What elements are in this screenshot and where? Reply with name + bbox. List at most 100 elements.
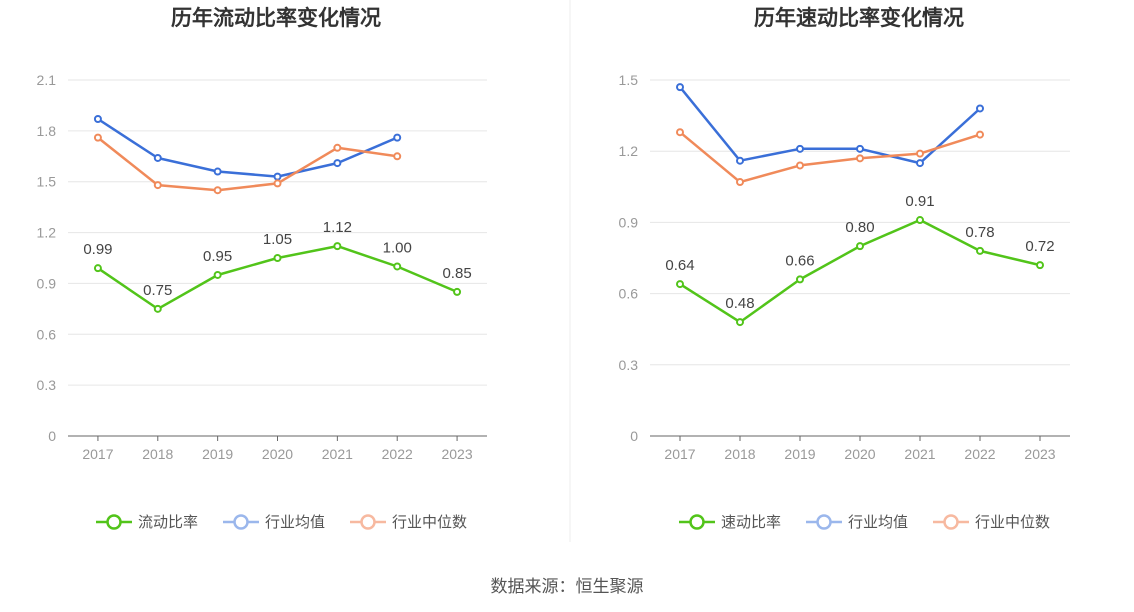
data-label: 1.00 — [383, 239, 412, 256]
data-point — [213, 167, 222, 176]
data-label: 0.80 — [845, 219, 874, 236]
x-tick-label: 2021 — [904, 446, 935, 462]
data-point — [273, 172, 282, 181]
data-point — [796, 161, 804, 170]
legend-label: 流动比率 — [138, 513, 198, 531]
data-label: 0.66 — [785, 252, 814, 269]
data-point — [856, 144, 864, 153]
x-tick-label: 2023 — [1024, 446, 1055, 462]
x-tick-label: 2018 — [142, 446, 173, 462]
data-point — [796, 144, 804, 153]
data-point — [153, 304, 162, 313]
data-point — [796, 275, 804, 284]
y-tick-label: 0 — [48, 428, 56, 444]
y-tick-label: 0 — [630, 428, 638, 444]
data-point — [453, 287, 462, 296]
y-tick-label: 1.2 — [619, 143, 639, 159]
series-line — [97, 117, 398, 178]
y-tick-label: 0.9 — [619, 214, 639, 230]
data-point — [976, 104, 984, 113]
data-label: 0.48 — [725, 295, 754, 312]
data-point — [916, 159, 924, 168]
data-label: 0.95 — [203, 248, 232, 265]
legend-label: 行业均值 — [848, 513, 908, 531]
series-line — [679, 86, 981, 165]
legend-label: 行业中位数 — [975, 513, 1050, 531]
data-point — [153, 153, 162, 162]
x-tick-label: 2020 — [844, 446, 875, 462]
legend-swatch-marker — [689, 514, 705, 530]
y-tick-label: 2.1 — [37, 72, 57, 88]
data-point — [676, 280, 684, 289]
data-label: 0.72 — [1025, 238, 1054, 255]
chart-title: 历年速动比率变化情况 — [754, 6, 964, 30]
x-tick-label: 2022 — [964, 446, 995, 462]
data-point — [676, 83, 684, 92]
data-label: 1.12 — [323, 219, 352, 236]
data-point — [393, 152, 402, 161]
data-source-note: 数据来源：恒生聚源 — [491, 577, 644, 597]
data-point — [273, 179, 282, 188]
legend-swatch-marker — [943, 514, 959, 530]
data-label: 0.78 — [965, 224, 994, 241]
y-tick-label: 0.6 — [37, 326, 57, 342]
y-tick-label: 1.2 — [37, 225, 57, 241]
series-line — [679, 131, 981, 184]
x-tick-label: 2021 — [322, 446, 353, 462]
data-point — [736, 156, 744, 165]
data-point — [1036, 261, 1044, 270]
y-tick-label: 1.8 — [37, 123, 57, 139]
y-tick-label: 1.5 — [619, 72, 639, 88]
y-tick-label: 0.9 — [37, 275, 57, 291]
series-line — [97, 136, 398, 192]
y-tick-label: 0.6 — [619, 286, 639, 302]
data-point — [273, 254, 282, 262]
data-point — [153, 181, 162, 190]
data-label: 1.05 — [263, 231, 292, 248]
data-point — [93, 133, 102, 142]
data-point — [93, 114, 102, 123]
legend-label: 行业均值 — [265, 513, 325, 531]
data-point — [916, 216, 924, 225]
y-tick-label: 0.3 — [619, 357, 639, 373]
legend-swatch-marker — [816, 514, 832, 530]
data-label: 0.64 — [665, 257, 694, 274]
data-point — [393, 133, 402, 142]
x-tick-label: 2018 — [724, 446, 755, 462]
legend-label: 行业中位数 — [392, 513, 467, 531]
y-tick-label: 1.5 — [37, 174, 57, 190]
chart-title: 历年流动比率变化情况 — [171, 6, 381, 30]
data-label: 0.85 — [442, 265, 471, 282]
x-tick-label: 2023 — [441, 446, 472, 462]
data-point — [856, 242, 864, 251]
x-tick-label: 2019 — [784, 446, 815, 462]
quick-ratio-chart: 历年速动比率变化情况 0 0.3 0.6 0.9 1.2 1.5 2017 2018 2019 20… — [619, 6, 1070, 531]
data-label: 0.91 — [905, 193, 934, 210]
legend-swatch-marker — [233, 514, 249, 530]
data-point — [333, 143, 342, 152]
legend-label: 速动比率 — [721, 513, 781, 531]
data-point — [93, 264, 102, 273]
x-tick-label: 2019 — [202, 446, 233, 462]
data-point — [856, 154, 864, 163]
x-tick-label: 2020 — [262, 446, 293, 462]
data-label: 0.75 — [143, 282, 172, 299]
current-ratio-chart: 历年流动比率变化情况 0 0.3 0.6 0.9 1.2 1.5 1.8 2.1 2017 2018… — [37, 6, 487, 531]
legend-swatch-marker — [360, 514, 376, 530]
data-point — [736, 178, 744, 187]
data-point — [976, 130, 984, 139]
data-point — [916, 149, 924, 158]
data-point — [736, 318, 744, 327]
data-point — [213, 270, 222, 279]
x-tick-label: 2017 — [664, 446, 695, 462]
data-point — [676, 128, 684, 137]
data-point — [213, 186, 222, 195]
data-point — [393, 262, 402, 271]
x-tick-label: 2017 — [82, 446, 113, 462]
data-point — [976, 246, 984, 255]
data-point — [333, 159, 342, 168]
x-tick-label: 2022 — [382, 446, 413, 462]
data-label: 0.99 — [83, 241, 112, 258]
data-point — [333, 242, 342, 251]
